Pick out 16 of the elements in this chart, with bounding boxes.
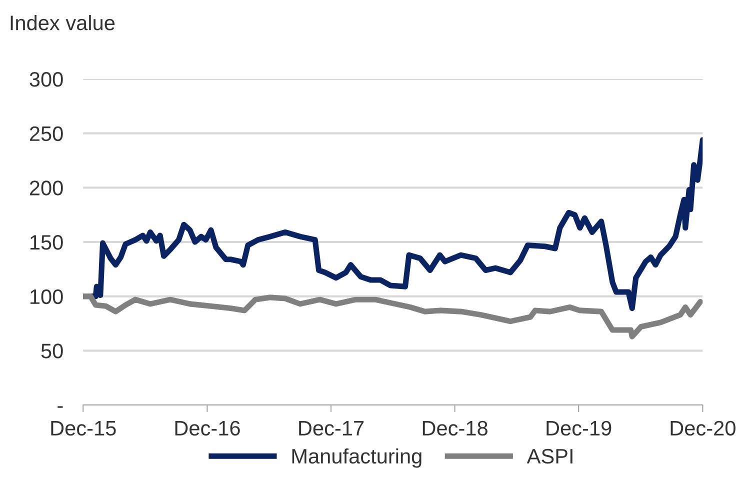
x-tick-label: Dec-20 xyxy=(670,420,736,436)
x-tick-label: Dec-17 xyxy=(299,421,364,436)
y-tick-label: 250 xyxy=(30,126,63,142)
x-tick-label: Dec-18 xyxy=(422,420,488,436)
legend-label: Manufacturing xyxy=(292,448,422,468)
x-tick-label: Dec-15 xyxy=(51,421,116,436)
y-tick-label: 100 xyxy=(30,289,63,304)
y-tick-label: 300 xyxy=(30,72,63,87)
y-tick-label: 200 xyxy=(30,180,63,196)
y-tick-label: 150 xyxy=(30,235,63,250)
y-tick-label: 50 xyxy=(41,344,63,358)
x-tick-label: Dec-16 xyxy=(175,420,240,436)
legend-label: ASPI xyxy=(526,448,572,464)
y-axis-title: Index value xyxy=(10,15,115,30)
x-tick-label: Dec-19 xyxy=(546,420,612,436)
y-tick-label: - xyxy=(58,406,63,408)
